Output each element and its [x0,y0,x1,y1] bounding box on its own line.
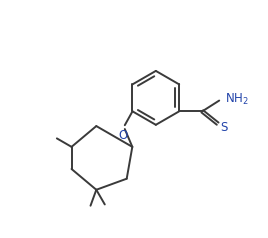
Text: S: S [221,121,228,134]
Text: NH$_2$: NH$_2$ [225,92,249,107]
Text: O: O [119,129,128,142]
